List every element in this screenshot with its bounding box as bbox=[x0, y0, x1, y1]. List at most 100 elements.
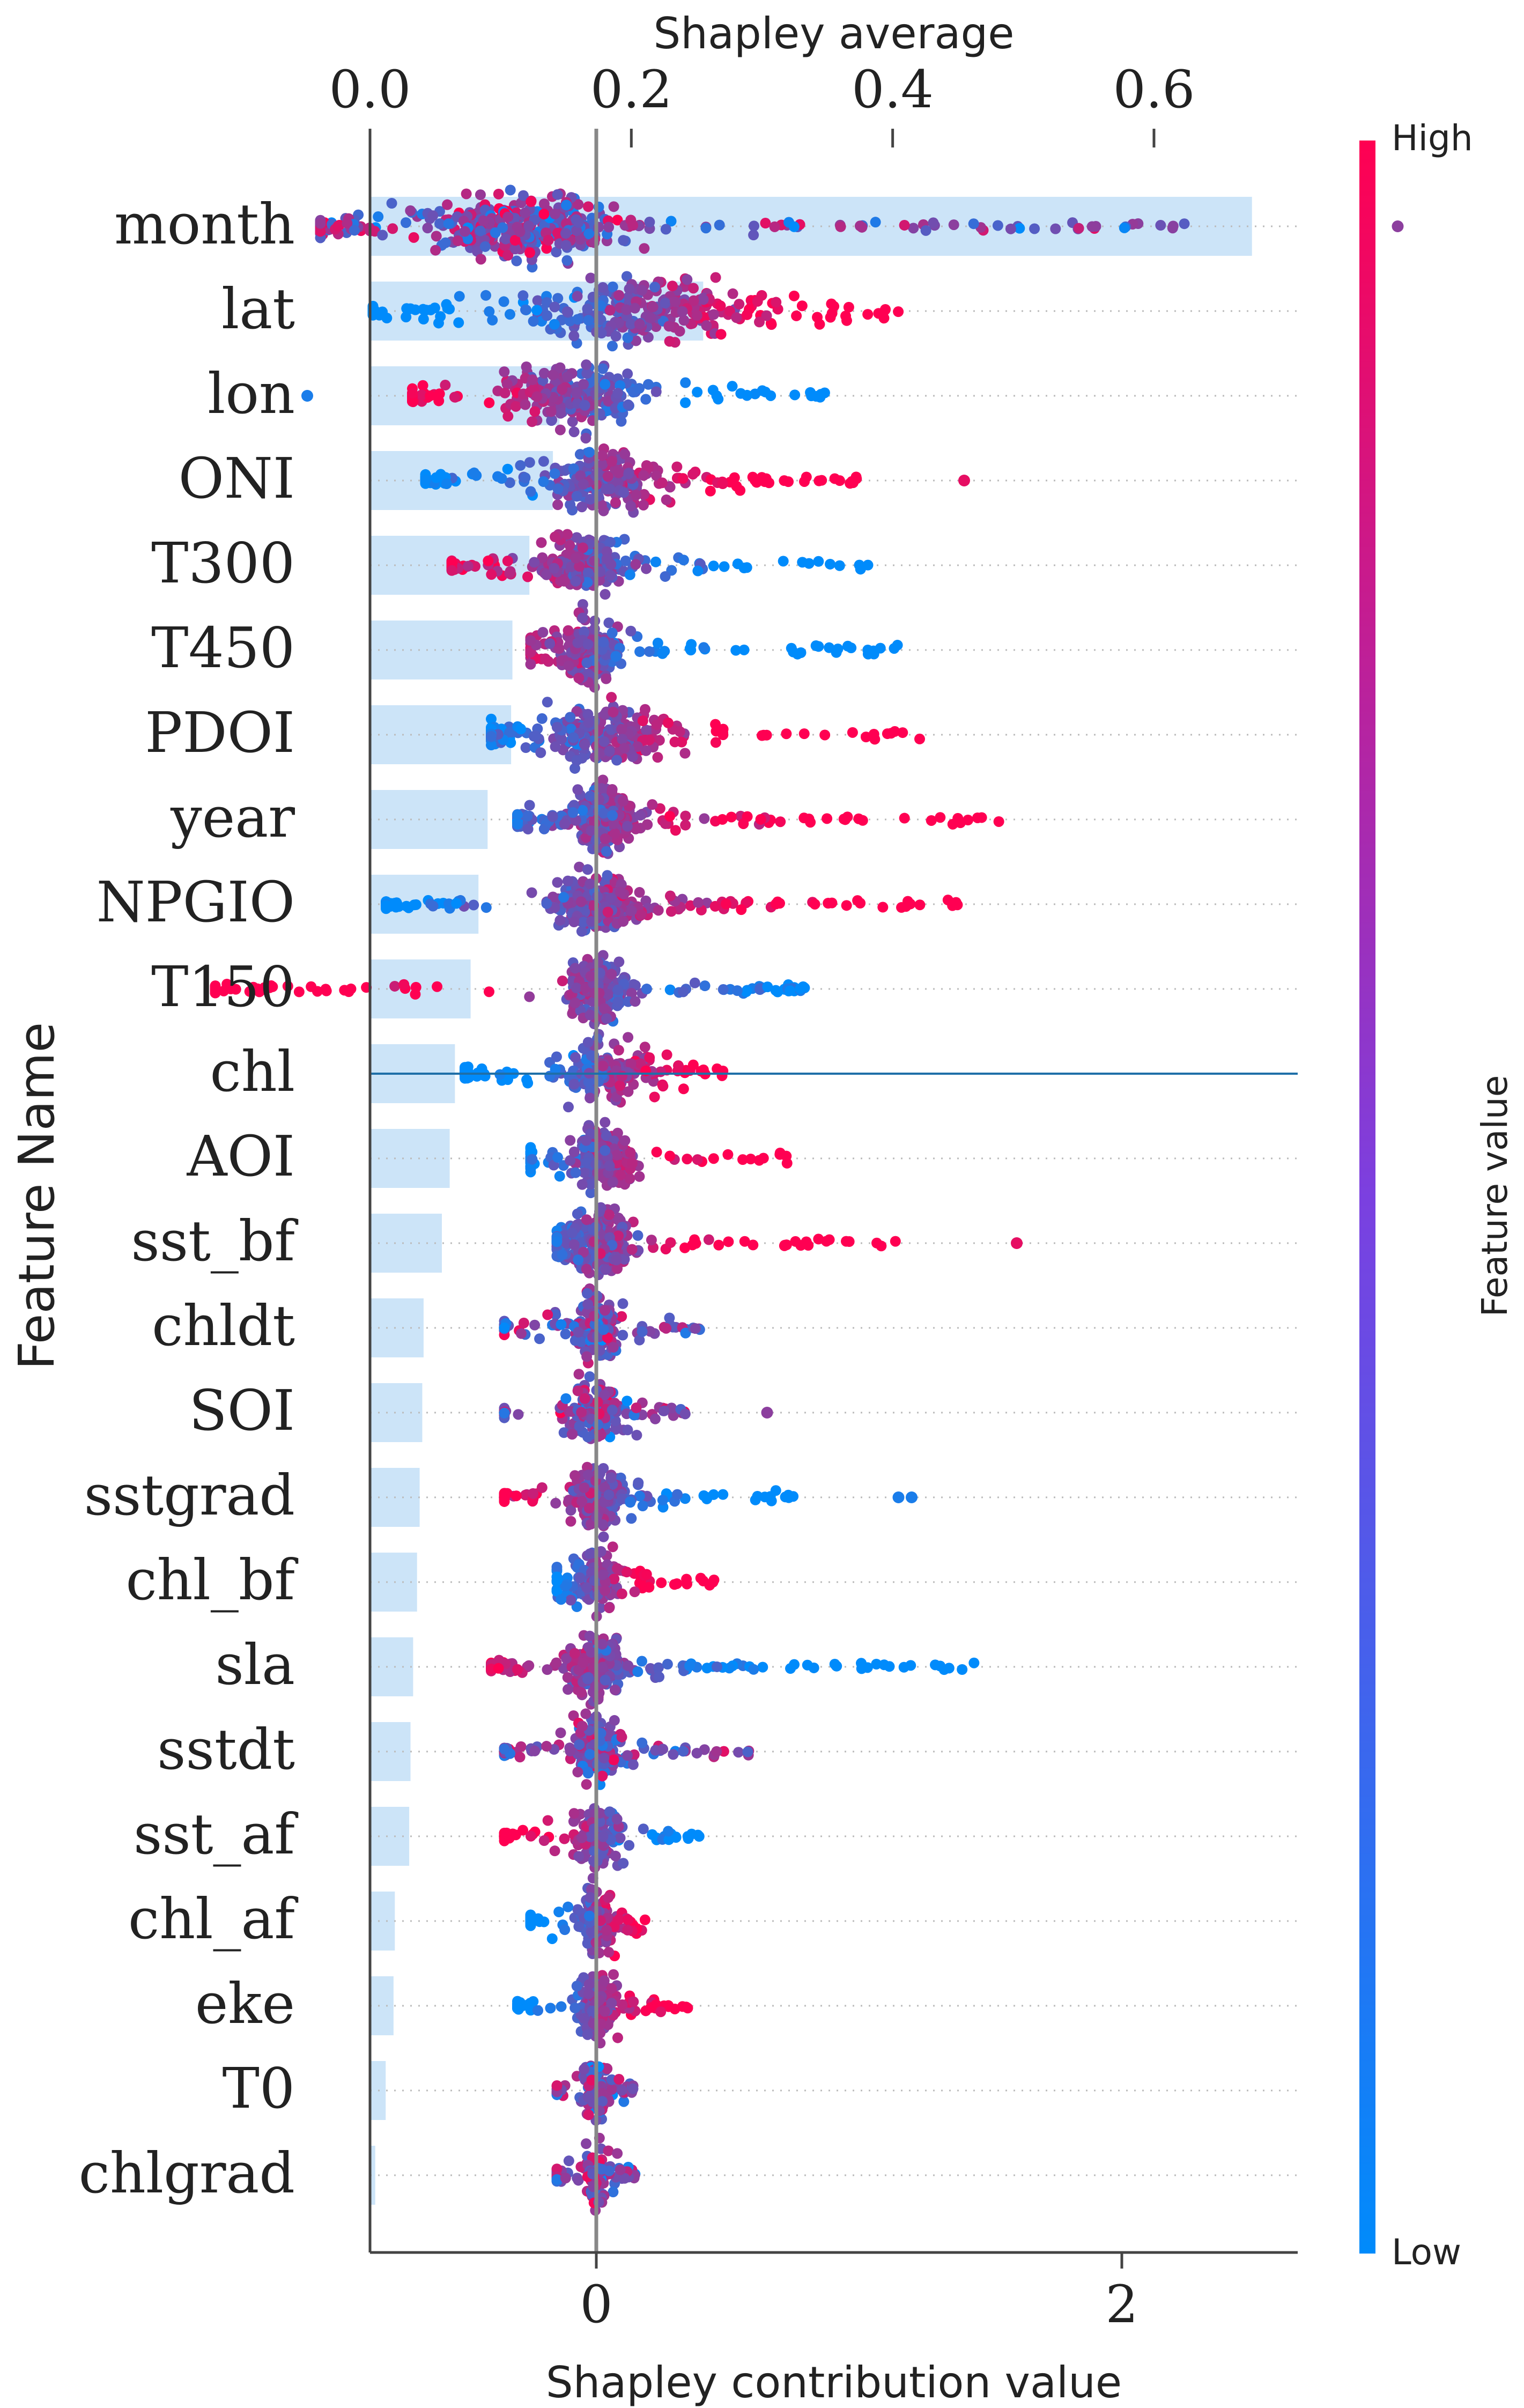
beeswarm-point bbox=[568, 732, 579, 743]
beeswarm-point bbox=[682, 1578, 693, 1590]
beeswarm-point bbox=[575, 470, 586, 482]
beeswarm-point bbox=[606, 969, 617, 980]
beeswarm-point bbox=[417, 304, 428, 315]
beeswarm-point bbox=[535, 747, 546, 758]
beeswarm-point bbox=[574, 449, 586, 460]
beeswarm-point bbox=[431, 472, 442, 483]
beeswarm-point bbox=[578, 379, 589, 390]
beeswarm-point bbox=[569, 1470, 581, 1481]
beeswarm-point bbox=[479, 241, 491, 252]
beeswarm-point bbox=[622, 1395, 633, 1407]
beeswarm-point bbox=[581, 657, 593, 668]
beeswarm-point bbox=[680, 810, 691, 822]
beeswarm-point bbox=[631, 335, 642, 346]
beeswarm-point bbox=[569, 763, 581, 774]
beeswarm-point bbox=[520, 742, 531, 754]
beeswarm-point bbox=[515, 723, 527, 735]
beeswarm-point bbox=[783, 476, 794, 487]
beeswarm-point bbox=[638, 499, 649, 511]
beeswarm-point bbox=[427, 210, 439, 221]
beeswarm-point bbox=[621, 1567, 632, 1578]
beeswarm-point bbox=[682, 274, 693, 285]
beeswarm-point bbox=[781, 728, 792, 740]
beeswarm-point bbox=[484, 306, 495, 317]
beeswarm-point bbox=[565, 1746, 576, 1757]
beeswarm-outlier bbox=[1011, 1237, 1023, 1249]
beeswarm-point bbox=[579, 739, 590, 750]
beeswarm-point bbox=[608, 706, 619, 718]
beeswarm-point bbox=[698, 642, 709, 653]
beeswarm-point bbox=[531, 391, 543, 402]
beeswarm-point bbox=[608, 1754, 619, 1766]
beeswarm-point bbox=[759, 1491, 771, 1503]
beeswarm-point bbox=[688, 295, 699, 306]
beeswarm-point bbox=[524, 457, 535, 468]
beeswarm-point bbox=[812, 312, 823, 323]
beeswarm-point bbox=[598, 808, 609, 819]
beeswarm-point bbox=[1167, 223, 1178, 234]
beeswarm-point bbox=[604, 536, 616, 548]
beeswarm-point bbox=[556, 1594, 567, 1605]
beeswarm-point bbox=[596, 328, 607, 339]
beeswarm-point bbox=[905, 898, 916, 910]
beeswarm-point bbox=[693, 897, 704, 908]
beeswarm-point bbox=[582, 1288, 593, 1299]
beeswarm-point bbox=[405, 205, 416, 216]
beeswarm-point bbox=[843, 301, 854, 313]
shap-average-bar bbox=[370, 621, 513, 679]
beeswarm-point bbox=[559, 818, 570, 830]
beeswarm-point bbox=[671, 461, 683, 472]
beeswarm-point bbox=[468, 899, 479, 911]
beeswarm-point bbox=[816, 475, 827, 486]
beeswarm-point bbox=[637, 285, 648, 296]
beeswarm-point bbox=[573, 1369, 585, 1380]
beeswarm-point bbox=[551, 721, 563, 733]
beeswarm-point bbox=[598, 1531, 609, 1542]
beeswarm-point bbox=[617, 1070, 628, 1082]
shap-average-bar bbox=[370, 1553, 417, 1612]
beeswarm-point bbox=[572, 314, 583, 325]
beeswarm-point bbox=[387, 223, 398, 234]
beeswarm-point bbox=[926, 815, 937, 826]
beeswarm-point bbox=[678, 555, 689, 566]
beeswarm-point bbox=[624, 283, 635, 294]
beeswarm-point bbox=[624, 569, 635, 580]
beeswarm-point bbox=[621, 271, 632, 282]
beeswarm-point bbox=[623, 1032, 634, 1043]
beeswarm-point bbox=[713, 1239, 724, 1251]
shap-average-bar bbox=[370, 1722, 411, 1781]
beeswarm-point bbox=[541, 569, 552, 580]
beeswarm-point bbox=[691, 1747, 702, 1759]
beeswarm-point bbox=[890, 1236, 901, 1247]
beeswarm-point bbox=[633, 1477, 644, 1488]
beeswarm-point bbox=[652, 752, 663, 763]
beeswarm-point bbox=[642, 819, 653, 830]
beeswarm-point bbox=[420, 475, 431, 486]
beeswarm-point bbox=[511, 401, 522, 412]
beeswarm-point bbox=[625, 1147, 636, 1158]
beeswarm-point bbox=[639, 1042, 650, 1053]
beeswarm-point bbox=[430, 245, 441, 256]
beeswarm-point bbox=[699, 813, 710, 824]
beeswarm-point bbox=[653, 905, 664, 916]
beeswarm-point bbox=[579, 1482, 590, 1494]
beeswarm-point bbox=[750, 388, 761, 400]
beeswarm-point bbox=[680, 397, 691, 408]
beeswarm-point bbox=[600, 708, 611, 720]
beeswarm-point bbox=[509, 234, 521, 246]
beeswarm-point bbox=[561, 306, 573, 317]
beeswarm-point bbox=[898, 1661, 909, 1673]
beeswarm-point bbox=[551, 1575, 563, 1586]
beeswarm-point bbox=[582, 864, 593, 875]
beeswarm-point bbox=[581, 368, 593, 379]
beeswarm-point bbox=[606, 627, 618, 639]
beeswarm-point bbox=[529, 406, 541, 417]
beeswarm-point bbox=[682, 1154, 693, 1165]
beeswarm-point bbox=[662, 717, 674, 728]
beeswarm-point bbox=[524, 991, 535, 1002]
beeswarm-point bbox=[528, 1488, 539, 1499]
beeswarm-point bbox=[541, 243, 552, 254]
beeswarm-point bbox=[541, 898, 552, 909]
beeswarm-point bbox=[701, 1663, 713, 1674]
beeswarm-point bbox=[678, 315, 690, 326]
